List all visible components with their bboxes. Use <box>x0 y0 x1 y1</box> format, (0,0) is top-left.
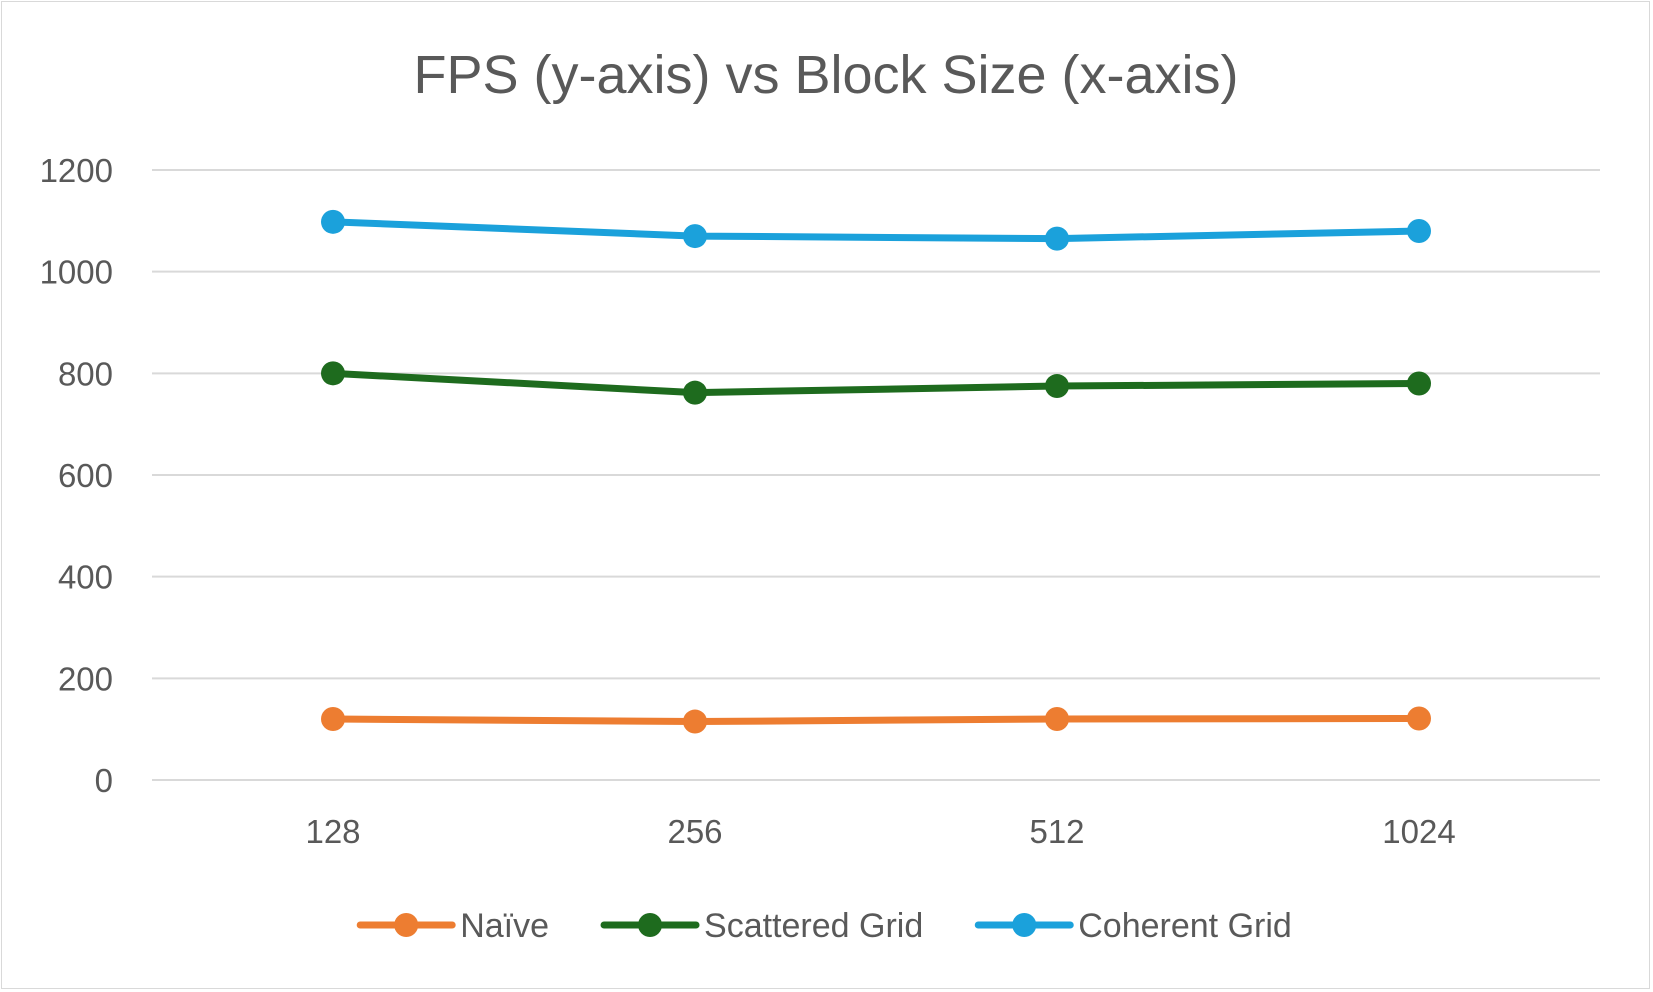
x-tick-label: 128 <box>305 813 360 850</box>
data-point <box>321 361 345 386</box>
gridlines <box>152 169 1600 781</box>
x-tick-label: 1024 <box>1382 813 1455 850</box>
series-coherent-grid <box>321 209 1431 251</box>
series-line <box>329 714 1423 726</box>
y-axis-ticks: 0 200 400 600 800 1000 1200 <box>40 152 113 799</box>
legend-item: Scattered Grid <box>600 907 923 945</box>
y-tick-label: 1000 <box>40 254 113 291</box>
y-tick-label: 1200 <box>40 152 113 189</box>
y-tick-label: 400 <box>58 559 113 596</box>
legend-label: Scattered Grid <box>704 907 923 945</box>
y-tick-label: 800 <box>58 355 113 392</box>
x-tick-label: 512 <box>1029 813 1084 850</box>
data-point <box>683 709 707 734</box>
legend: Naïve Scattered Grid Coherent Grid <box>356 907 1292 945</box>
data-point <box>1045 374 1069 399</box>
y-tick-label: 200 <box>58 660 113 697</box>
series-na-ve <box>321 706 1431 734</box>
legend-swatch-marker <box>394 913 419 937</box>
series-layer <box>321 209 1431 734</box>
legend-item: Coherent Grid <box>974 907 1292 945</box>
series-scattered-grid <box>321 361 1431 405</box>
data-point <box>1407 219 1431 243</box>
series-line <box>329 218 1423 243</box>
x-axis-ticks: 128 256 512 1024 <box>305 813 1455 850</box>
data-point <box>683 224 707 249</box>
chart-title: FPS (y-axis) vs Block Size (x-axis) <box>413 45 1238 105</box>
legend-label: Coherent Grid <box>1078 907 1292 945</box>
legend-label: Naïve <box>460 907 549 945</box>
series-line <box>329 369 1423 397</box>
legend-item: Naïve <box>356 907 549 945</box>
data-point <box>1407 371 1431 396</box>
data-point <box>1407 706 1431 731</box>
data-point <box>321 707 345 731</box>
y-tick-label: 0 <box>95 762 113 799</box>
data-point <box>1045 226 1069 251</box>
data-point <box>1045 707 1069 731</box>
data-point <box>321 209 345 234</box>
y-tick-label: 600 <box>58 457 113 494</box>
x-tick-label: 256 <box>667 813 722 850</box>
legend-swatch-marker <box>1012 913 1037 937</box>
legend-swatch-marker <box>638 913 663 937</box>
data-point <box>683 380 707 405</box>
